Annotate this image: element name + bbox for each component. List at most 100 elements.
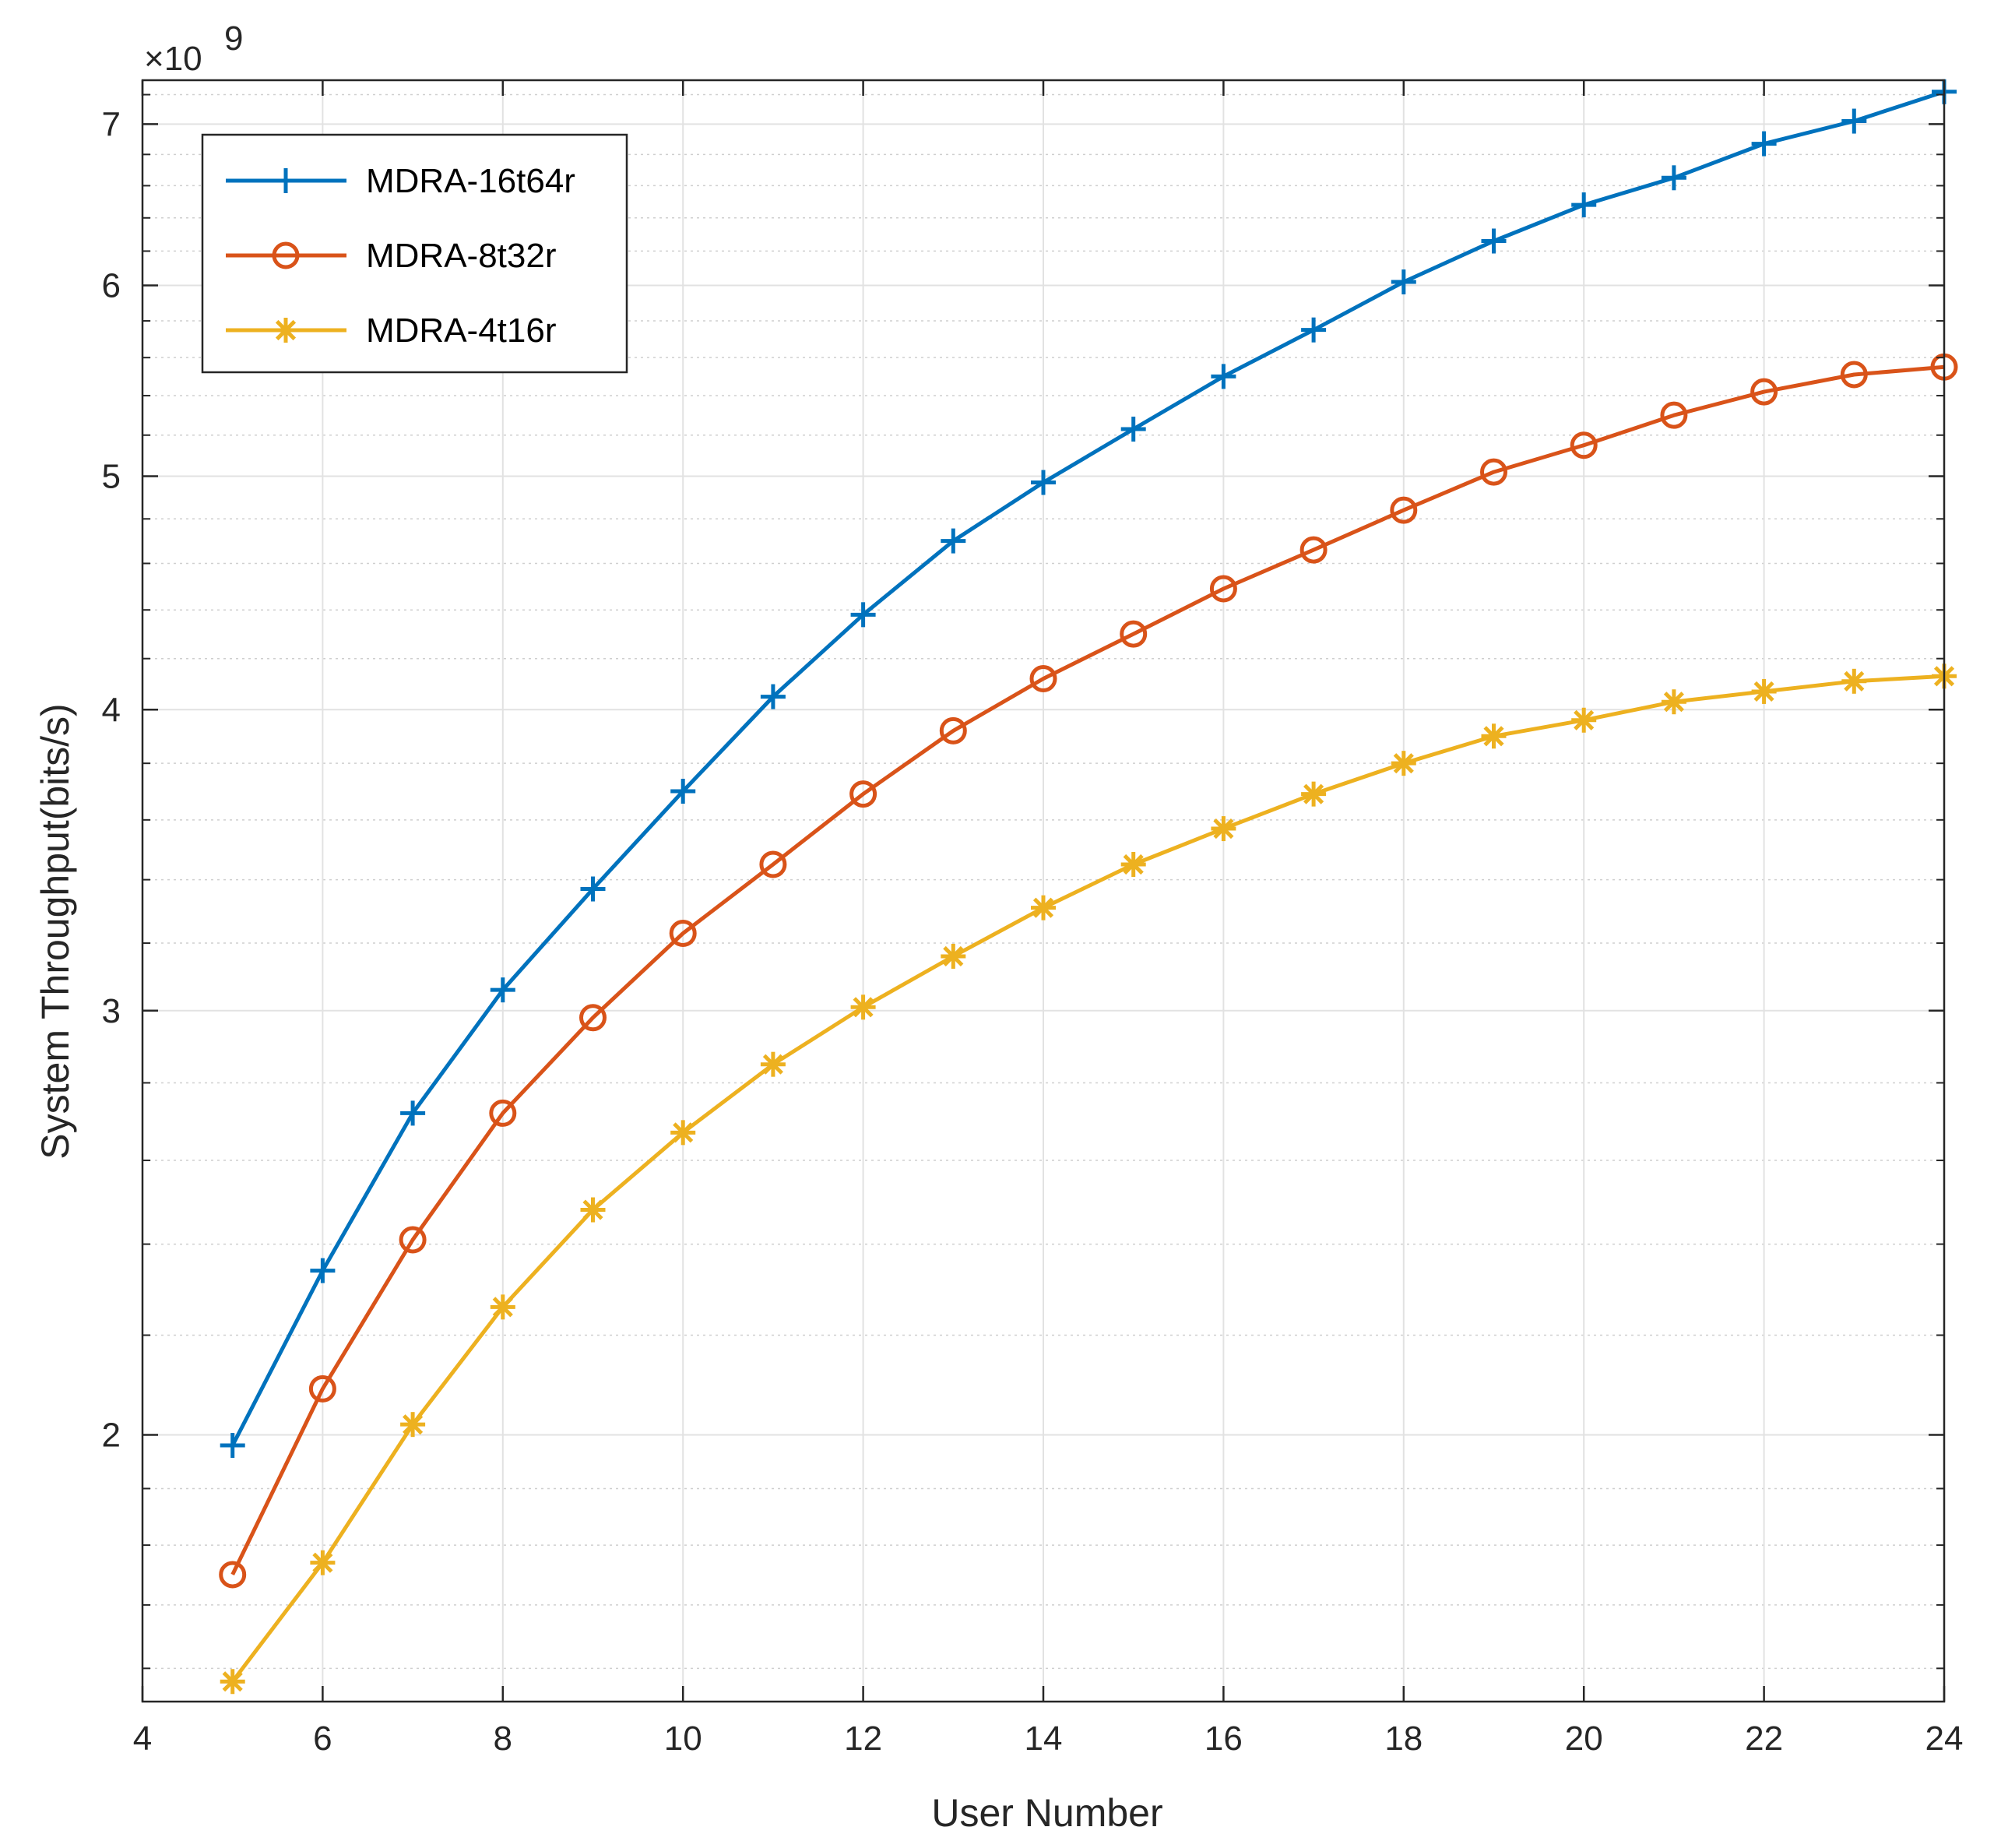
y-tick-label: 4 — [102, 691, 121, 729]
marker-stroke — [1123, 854, 1144, 875]
marker-stroke — [673, 1122, 694, 1143]
legend-label: MDRA-8t32r — [366, 237, 557, 275]
data-point — [219, 1561, 247, 1589]
series-line — [230, 364, 1945, 1575]
data-point — [580, 1197, 606, 1223]
data-point — [759, 850, 787, 878]
data-point — [1571, 707, 1597, 733]
legend-label: MDRA-16t64r — [366, 162, 575, 200]
marker-stroke — [1574, 709, 1595, 730]
x-tick-label: 18 — [1384, 1720, 1423, 1758]
legend-entry: MDRA-8t32r — [226, 237, 557, 275]
data-point — [941, 528, 966, 554]
data-point — [400, 1412, 426, 1438]
x-tick-label: 24 — [1925, 1720, 1964, 1758]
legend-label: MDRA-4t16r — [366, 312, 557, 350]
y-tick-label: 2 — [102, 1417, 121, 1455]
data-point — [1571, 192, 1597, 218]
x-tick-label: 12 — [844, 1720, 882, 1758]
data-point — [220, 1669, 245, 1695]
marker-stroke — [943, 945, 964, 967]
data-point — [1211, 364, 1236, 389]
data-point — [760, 684, 786, 709]
data-point — [1120, 851, 1146, 877]
data-point — [1660, 401, 1688, 429]
x-tick-label: 14 — [1025, 1720, 1063, 1758]
data-point — [939, 716, 967, 744]
data-point — [1570, 431, 1598, 459]
data-point — [1120, 620, 1148, 648]
marker-stroke — [492, 1297, 513, 1318]
x-tick-label: 6 — [313, 1720, 332, 1758]
data-point — [1299, 536, 1328, 564]
x-tick-label: 10 — [664, 1720, 702, 1758]
data-point — [1391, 751, 1416, 776]
marker-stroke — [403, 1414, 424, 1435]
data-point — [850, 602, 876, 628]
data-point — [1211, 816, 1236, 842]
y-multiplier-label: ×10 — [144, 40, 202, 78]
legend: MDRA-16t64r MDRA-8t32r MDRA-4t16r — [201, 133, 628, 374]
legend-entry: MDRA-16t64r — [226, 162, 575, 200]
data-point — [1029, 665, 1057, 693]
x-tick-label: 8 — [494, 1720, 512, 1758]
legend-marker — [273, 318, 298, 343]
data-point — [1031, 470, 1056, 495]
data-point — [490, 1294, 515, 1320]
data-point — [1209, 575, 1237, 603]
marker-stroke — [1032, 897, 1054, 918]
legend-marker — [273, 168, 298, 193]
y-tick-label: 6 — [102, 266, 121, 304]
marker-stroke — [222, 1671, 243, 1692]
data-point — [1750, 378, 1778, 406]
series-line — [230, 674, 1945, 1683]
series-line — [230, 90, 1945, 1447]
y-exponent-label: 9 — [224, 19, 243, 58]
data-point — [1301, 317, 1327, 343]
data-point — [670, 1120, 696, 1146]
marker-stroke — [275, 319, 297, 341]
data-point — [220, 1433, 245, 1459]
series-MDRA-8t32r — [219, 353, 1958, 1589]
data-point — [1751, 131, 1777, 157]
data-point — [308, 1375, 336, 1403]
data-point — [1481, 723, 1507, 749]
series-layer — [219, 79, 1958, 1695]
data-point — [1841, 668, 1867, 694]
series-MDRA-16t64r — [220, 79, 1957, 1459]
marker-stroke — [1483, 726, 1504, 747]
data-point — [400, 1100, 426, 1126]
x-axis-title: User Number — [931, 1791, 1162, 1835]
tick-labels: 2 3 4 5 6 7 4 6 8 10 12 14 16 18 20 22 24 — [102, 105, 1964, 1758]
marker-stroke — [1303, 783, 1324, 804]
marker-stroke — [582, 1199, 603, 1220]
data-point — [310, 1550, 336, 1575]
ticks — [141, 80, 1946, 1702]
data-point — [489, 1099, 517, 1127]
data-point — [669, 920, 697, 948]
x-tick-label: 22 — [1745, 1720, 1783, 1758]
data-point — [490, 977, 515, 1003]
marker-stroke — [1393, 753, 1414, 774]
marker-stroke — [853, 997, 874, 1018]
data-point — [670, 779, 696, 804]
marker-stroke — [1663, 692, 1684, 713]
y-tick-label: 3 — [102, 992, 121, 1030]
x-tick-label: 4 — [133, 1720, 152, 1758]
data-point — [1480, 458, 1507, 486]
data-point — [1661, 165, 1686, 191]
legend-entry: MDRA-4t16r — [226, 312, 557, 350]
data-point — [1661, 689, 1686, 715]
data-point — [760, 1051, 786, 1077]
marker-stroke — [1844, 671, 1865, 692]
data-point — [1031, 895, 1056, 920]
y-axis-title: System Throughput(bits/s) — [33, 703, 77, 1159]
data-point — [1120, 417, 1146, 442]
marker-stroke — [762, 1054, 783, 1075]
data-point — [1481, 228, 1507, 254]
data-point — [1840, 361, 1868, 389]
x-tick-label: 16 — [1204, 1720, 1243, 1758]
data-point — [310, 1258, 336, 1283]
data-point — [1751, 678, 1777, 704]
